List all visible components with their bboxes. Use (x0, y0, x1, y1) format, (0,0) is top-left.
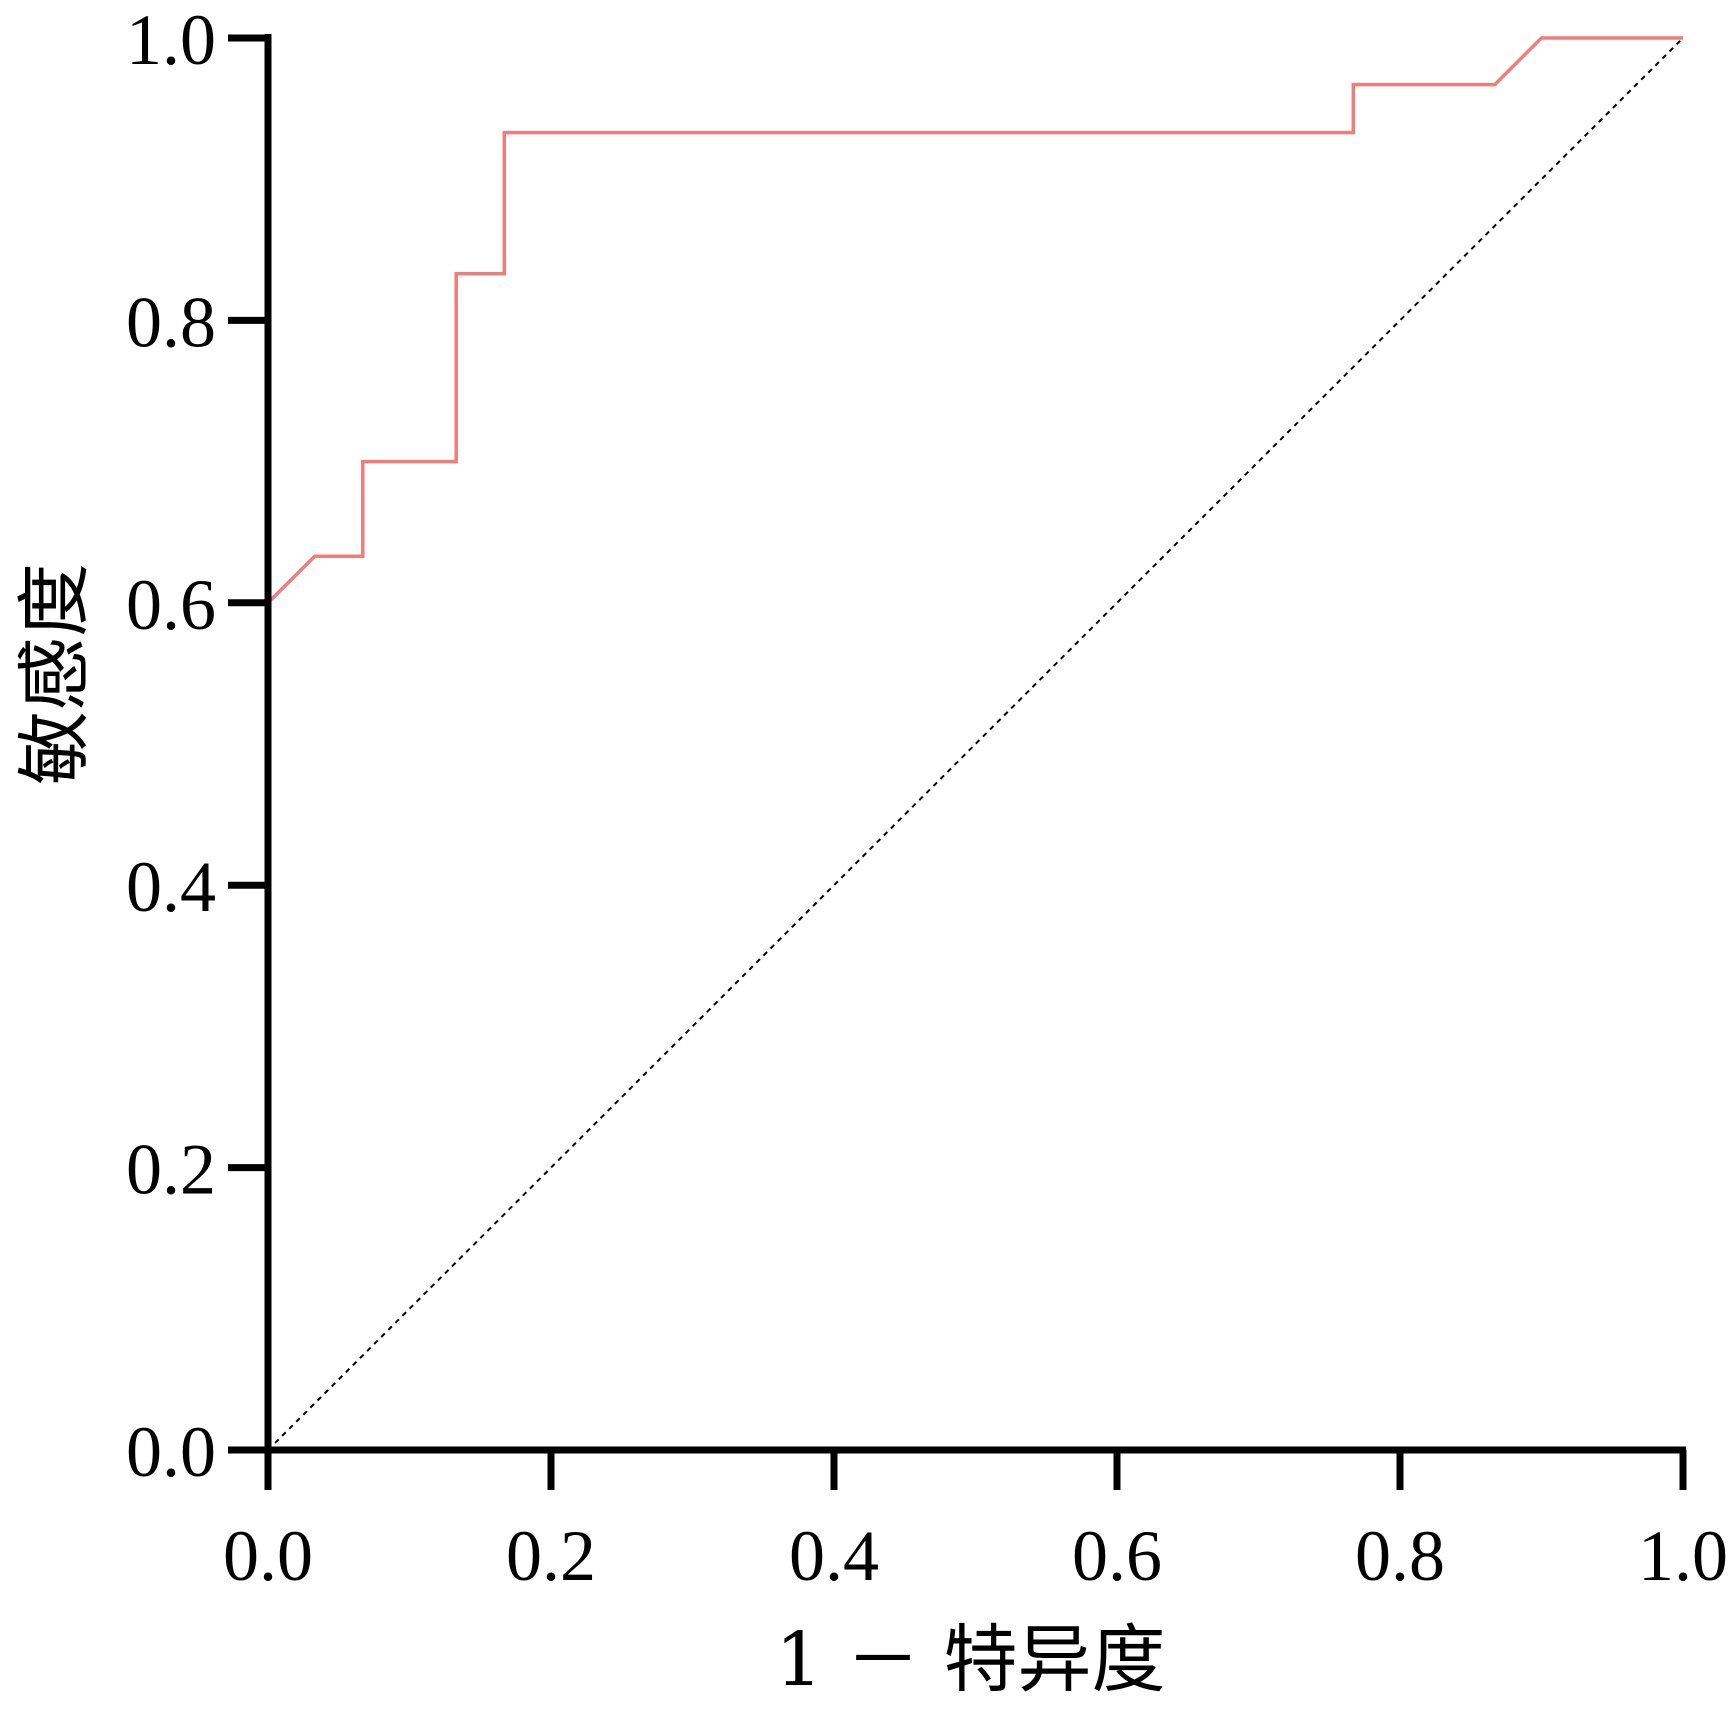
x-axis-title: 1 － 特异度 (775, 1617, 1165, 1703)
series-layer (266, 36, 1684, 1451)
labels-layer: 0.0 0.2 0.4 0.6 0.8 1.0 0.0 0.2 0.4 0.6 0.8 1.0 1 － … (12, 0, 1728, 1703)
x-tick-label: 1.0 (1638, 1516, 1728, 1596)
y-tick-label: 0.4 (126, 847, 216, 927)
y-axis-title: 敏感度 (12, 563, 98, 785)
y-tick-label: 0.0 (126, 1412, 216, 1492)
reference-diagonal-line (267, 37, 1684, 1451)
axes-layer (228, 34, 1687, 1490)
x-tick-label: 0.8 (1355, 1516, 1445, 1596)
roc-curve-line (266, 36, 1683, 1450)
y-tick-label: 1.0 (126, 0, 216, 80)
x-tick-label: 0.4 (789, 1516, 879, 1596)
x-tick-label: 0.6 (1072, 1516, 1162, 1596)
y-tick-label: 0.8 (126, 282, 216, 362)
y-tick-label: 0.6 (126, 565, 216, 645)
x-tick-label: 0.0 (223, 1516, 313, 1596)
x-tick-label: 0.2 (506, 1516, 596, 1596)
y-tick-label: 0.2 (126, 1130, 216, 1210)
